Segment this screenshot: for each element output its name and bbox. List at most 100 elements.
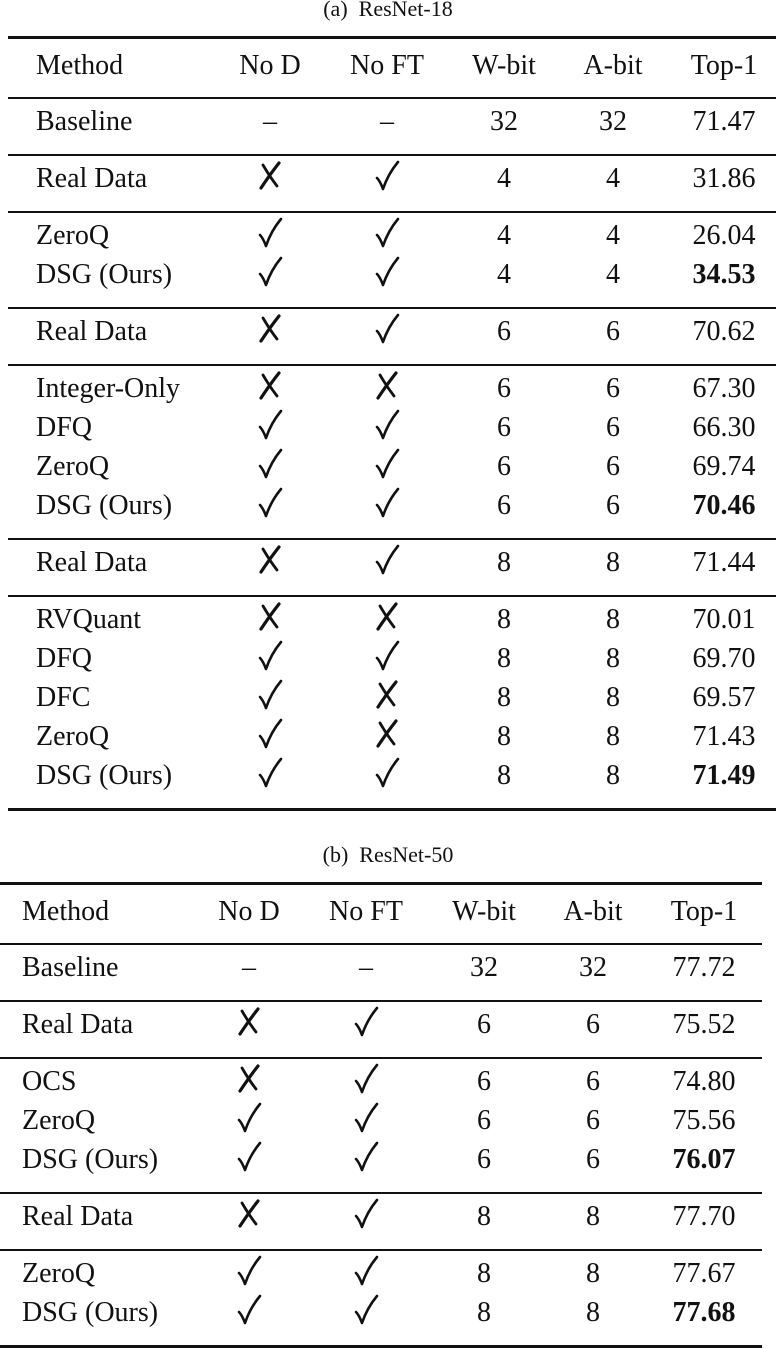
method-cell: Real Data xyxy=(36,316,148,347)
resnet50-table: Method No D No FT W-bit A-bit Top-1 Baseline – –… xyxy=(0,882,762,1348)
table-row: Real Data 6 6 75.52 xyxy=(0,1006,762,1048)
no-d-cell: – xyxy=(242,952,256,983)
no-ft-cell xyxy=(373,216,401,258)
no-ft-cell xyxy=(373,159,401,201)
w-bit-cell: 4 xyxy=(497,259,511,290)
w-bit-cell: 8 xyxy=(477,1201,491,1232)
check-icon xyxy=(235,1254,263,1288)
method-cell: OCS xyxy=(22,1066,77,1097)
top1-cell: 69.57 xyxy=(692,682,756,713)
method-cell: Real Data xyxy=(36,163,148,194)
group-divider xyxy=(0,1192,762,1194)
a-bit-cell: 8 xyxy=(606,643,620,674)
check-icon xyxy=(373,159,401,193)
header-no-ft: No FT xyxy=(329,896,403,927)
check-icon xyxy=(373,447,401,481)
header-no-d: No D xyxy=(218,896,280,927)
check-icon xyxy=(352,1101,380,1135)
check-icon xyxy=(235,1293,263,1327)
w-bit-cell: 6 xyxy=(497,412,511,443)
no-d-cell xyxy=(256,486,284,528)
group-divider xyxy=(0,1057,762,1059)
no-d-cell xyxy=(256,543,284,585)
no-ft-cell xyxy=(373,543,401,585)
table-row: ZeroQ 4 4 26.04 xyxy=(8,217,776,259)
no-ft-cell: – xyxy=(380,106,394,137)
table-row: Real Data 8 8 77.70 xyxy=(0,1198,762,1240)
top1-cell: 76.07 xyxy=(672,1144,736,1175)
table-caption: (b) ResNet-50 xyxy=(322,842,454,867)
check-icon xyxy=(373,756,401,790)
a-bit-cell: 8 xyxy=(606,547,620,578)
header-method: Method xyxy=(22,896,110,927)
no-d-cell xyxy=(235,1062,263,1104)
w-bit-cell: 6 xyxy=(497,373,511,404)
no-d-cell xyxy=(256,312,284,354)
a-bit-cell: 32 xyxy=(599,106,627,137)
check-icon xyxy=(352,1197,380,1231)
w-bit-cell: 6 xyxy=(477,1066,491,1097)
header-w-bit: W-bit xyxy=(472,50,536,81)
a-bit-cell: 8 xyxy=(606,760,620,791)
table-row: DSG (Ours) 8 8 77.68 xyxy=(0,1294,762,1336)
w-bit-cell: 6 xyxy=(477,1144,491,1175)
table-caption: (a) ResNet-18 xyxy=(323,0,453,21)
method-cell: DSG (Ours) xyxy=(22,1144,159,1175)
header-no-ft: No FT xyxy=(350,50,424,81)
no-ft-cell xyxy=(373,717,401,759)
group-divider xyxy=(8,595,776,597)
no-ft-cell xyxy=(352,1005,380,1047)
top1-cell: 77.68 xyxy=(672,1297,736,1328)
group-divider xyxy=(8,211,776,213)
header-row: Method No D No FT W-bit A-bit Top-1 xyxy=(8,39,776,97)
table-row: DFQ 8 8 69.70 xyxy=(8,640,776,682)
group-divider xyxy=(8,364,776,366)
no-ft-cell xyxy=(373,312,401,354)
method-cell: Real Data xyxy=(36,547,148,578)
cross-icon xyxy=(256,159,284,193)
top1-cell: 71.43 xyxy=(692,721,756,752)
no-ft-cell xyxy=(352,1140,380,1182)
w-bit-cell: 8 xyxy=(497,547,511,578)
w-bit-cell: 6 xyxy=(477,1105,491,1136)
header-top1: Top-1 xyxy=(690,50,758,81)
table-row: Baseline – – 32 32 71.47 xyxy=(8,106,776,145)
no-ft-cell xyxy=(352,1293,380,1335)
no-d-cell xyxy=(235,1140,263,1182)
no-ft-cell xyxy=(352,1254,380,1296)
cross-icon xyxy=(373,717,401,751)
method-cell: Real Data xyxy=(22,1201,134,1232)
a-bit-cell: 6 xyxy=(606,412,620,443)
top1-cell: 31.86 xyxy=(692,163,756,194)
check-icon xyxy=(352,1005,380,1039)
cross-icon xyxy=(235,1197,263,1231)
group-divider xyxy=(8,97,776,99)
no-d-cell xyxy=(256,255,284,297)
table-row: ZeroQ 6 6 75.56 xyxy=(0,1102,762,1144)
w-bit-cell: 6 xyxy=(497,451,511,482)
table-row: ZeroQ 6 6 69.74 xyxy=(8,448,776,490)
method-cell: ZeroQ xyxy=(22,1258,96,1289)
top1-cell: 75.52 xyxy=(672,1009,736,1040)
no-d-cell xyxy=(256,369,284,411)
check-icon xyxy=(235,1101,263,1135)
method-cell: DFC xyxy=(36,682,91,713)
check-icon xyxy=(352,1062,380,1096)
top1-cell: 77.70 xyxy=(672,1201,736,1232)
no-d-cell xyxy=(256,408,284,450)
top1-cell: 69.70 xyxy=(692,643,756,674)
w-bit-cell: 8 xyxy=(477,1258,491,1289)
no-ft-cell xyxy=(373,408,401,450)
top1-cell: 71.47 xyxy=(692,106,756,137)
resnet18-table: Method No D No FT W-bit A-bit Top-1 Baseline – –… xyxy=(8,36,776,811)
no-d-cell xyxy=(256,639,284,681)
top1-cell: 77.72 xyxy=(672,952,736,983)
top1-cell: 70.62 xyxy=(692,316,756,347)
a-bit-cell: 4 xyxy=(606,163,620,194)
cross-icon xyxy=(373,678,401,712)
check-icon xyxy=(373,543,401,577)
a-bit-cell: 4 xyxy=(606,259,620,290)
header-no-d: No D xyxy=(239,50,301,81)
top1-cell: 66.30 xyxy=(692,412,756,443)
cross-icon xyxy=(235,1062,263,1096)
